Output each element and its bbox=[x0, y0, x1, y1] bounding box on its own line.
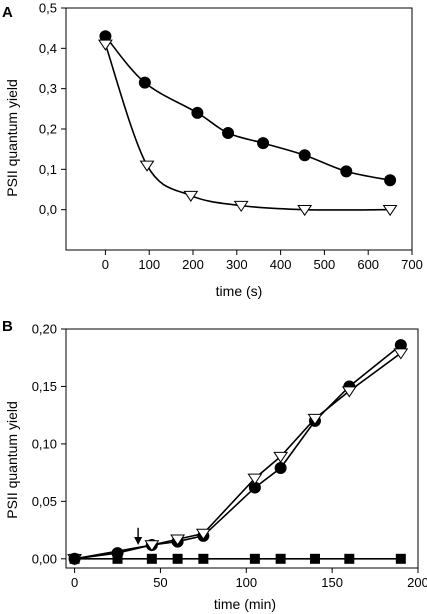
data-point-circle bbox=[222, 127, 235, 140]
y-tick-label: 0,10 bbox=[32, 436, 57, 451]
data-point-triangle bbox=[195, 528, 211, 540]
data-point-square bbox=[172, 553, 183, 564]
chart-panel-a: A PSII quantum yield time (s) 0 100 200 300… bbox=[2, 1, 423, 300]
y-tick-label: 0,05 bbox=[32, 494, 57, 509]
x-tick-label: 200 bbox=[182, 257, 204, 272]
data-point-square bbox=[146, 553, 157, 564]
x-tick-label: 0 bbox=[71, 575, 78, 590]
data-point-square bbox=[309, 553, 320, 564]
y-tick-label: 0,2 bbox=[39, 122, 57, 137]
data-point-triangle bbox=[144, 540, 160, 552]
data-point-triangle bbox=[97, 39, 113, 51]
data-point-triangle bbox=[247, 473, 263, 485]
x-tick-label: 500 bbox=[314, 257, 336, 272]
data-point-square bbox=[69, 553, 80, 564]
data-point-circle bbox=[340, 165, 353, 178]
x-tick-label: 150 bbox=[321, 575, 343, 590]
data-point-square bbox=[198, 553, 209, 564]
y-tick-label: 0,15 bbox=[32, 379, 57, 394]
chart-panel-b: B PSII quantum yield time (min) 0 50 100 15… bbox=[2, 318, 427, 612]
data-point-triangle bbox=[307, 413, 323, 426]
y-tick-label: 0,20 bbox=[32, 322, 57, 337]
series-line bbox=[104, 44, 391, 211]
y-axis-title: PSII quantum yield bbox=[4, 401, 20, 519]
data-point-square bbox=[249, 553, 260, 564]
y-tick-label: 0,00 bbox=[32, 551, 57, 566]
y-tick-label: 0,1 bbox=[39, 162, 57, 177]
y-tick-label: 0,4 bbox=[39, 41, 57, 56]
data-point-triangle bbox=[393, 348, 409, 360]
y-axis-title: PSII quantum yield bbox=[4, 79, 20, 197]
data-point-circle bbox=[191, 106, 204, 119]
data-point-triangle bbox=[233, 200, 249, 213]
data-point-square bbox=[112, 553, 123, 564]
data-point-circle bbox=[138, 76, 151, 89]
y-tick-label: 0,0 bbox=[39, 202, 57, 217]
data-point-square bbox=[344, 553, 355, 564]
x-tick-label: 0 bbox=[102, 257, 109, 272]
series-line bbox=[104, 35, 391, 182]
data-point-circle bbox=[384, 174, 397, 187]
x-axis-title: time (min) bbox=[214, 596, 276, 612]
x-tick-label: 600 bbox=[357, 257, 379, 272]
data-point-square bbox=[395, 553, 406, 564]
annotation-arrow-head bbox=[134, 537, 143, 546]
y-tick-label: 0,3 bbox=[39, 81, 57, 96]
data-point-triangle bbox=[382, 204, 398, 217]
data-point-triangle bbox=[273, 451, 289, 463]
series-line bbox=[74, 344, 402, 560]
panel-label: B bbox=[2, 318, 13, 335]
data-point-square bbox=[275, 553, 286, 564]
data-point-triangle bbox=[183, 190, 199, 202]
data-point-circle bbox=[257, 137, 270, 150]
x-tick-label: 100 bbox=[235, 575, 257, 590]
x-tick-label: 700 bbox=[401, 257, 423, 272]
data-point-triangle bbox=[139, 160, 155, 172]
x-tick-label: 100 bbox=[138, 257, 160, 272]
panel-label: A bbox=[2, 4, 13, 21]
x-axis-title: time (s) bbox=[216, 283, 263, 299]
x-tick-label: 200 bbox=[407, 575, 427, 590]
data-point-triangle bbox=[170, 534, 186, 546]
data-point-circle bbox=[298, 149, 311, 162]
x-tick-label: 50 bbox=[153, 575, 167, 590]
data-point-circle bbox=[274, 462, 287, 475]
x-tick-label: 400 bbox=[270, 257, 292, 272]
plot-frame bbox=[65, 328, 419, 569]
data-point-triangle bbox=[341, 386, 357, 398]
x-tick-label: 300 bbox=[226, 257, 248, 272]
y-tick-label: 0,5 bbox=[39, 1, 57, 16]
data-point-triangle bbox=[297, 204, 313, 217]
plot-frame bbox=[65, 7, 413, 251]
